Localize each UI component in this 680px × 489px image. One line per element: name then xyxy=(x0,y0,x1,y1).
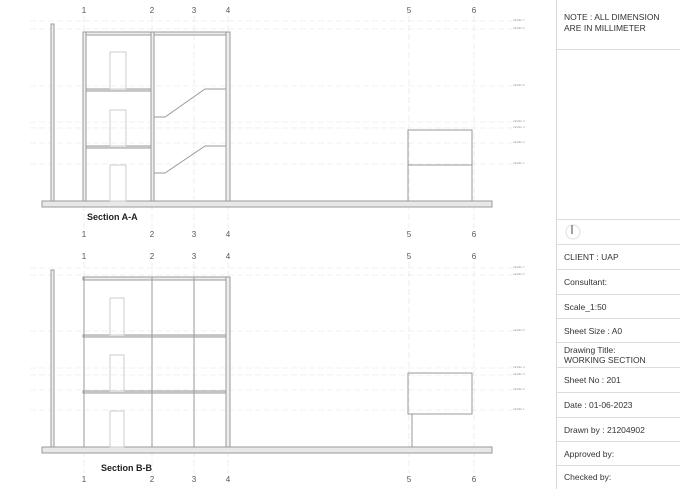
svg-text:4: 4 xyxy=(226,252,231,261)
svg-text:LEVEL 4: LEVEL 4 xyxy=(513,119,525,123)
drawing-title-value: WORKING SECTION xyxy=(564,355,646,365)
svg-text:LEVEL 1: LEVEL 1 xyxy=(513,407,525,411)
grid-labels-b-bottom: 1 2 3 4 5 6 xyxy=(82,475,477,484)
svg-text:1: 1 xyxy=(82,252,87,261)
svg-text:LEVEL 5: LEVEL 5 xyxy=(513,328,525,332)
svg-text:4: 4 xyxy=(226,230,231,239)
svg-text:5: 5 xyxy=(407,230,412,239)
svg-text:6: 6 xyxy=(472,6,477,15)
section-b-title: Section B-B xyxy=(101,463,153,473)
level-markers: LEVEL 7 LEVEL 6 LEVEL 5 LEVEL 4 LEVEL 3 LEVEL… xyxy=(513,18,525,411)
grid-labels-b-top: 1 2 3 4 5 6 xyxy=(82,252,477,261)
svg-text:3: 3 xyxy=(192,230,197,239)
grid-lines xyxy=(30,16,512,473)
svg-text:2: 2 xyxy=(150,252,155,261)
svg-text:2: 2 xyxy=(150,475,155,484)
svg-text:5: 5 xyxy=(407,252,412,261)
svg-text:LEVEL 7: LEVEL 7 xyxy=(513,265,525,269)
svg-text:3: 3 xyxy=(192,252,197,261)
svg-text:LEVEL 2: LEVEL 2 xyxy=(513,387,525,391)
svg-text:LEVEL 4: LEVEL 4 xyxy=(513,365,525,369)
consultant: Consultant: xyxy=(557,270,680,295)
note: NOTE : ALL DIMENSION ARE IN MILLIMETER xyxy=(557,0,680,50)
north-cell xyxy=(557,220,680,245)
svg-text:3: 3 xyxy=(192,6,197,15)
svg-text:LEVEL 5: LEVEL 5 xyxy=(513,83,525,87)
svg-text:2: 2 xyxy=(150,230,155,239)
svg-text:4: 4 xyxy=(226,475,231,484)
client: CLIENT : UAP xyxy=(557,245,680,270)
grid-labels-a-bottom: 1 2 3 4 5 6 xyxy=(82,230,477,239)
scale: Scale_1:50 xyxy=(557,295,680,319)
date: Date : 01-06-2023 xyxy=(557,393,680,418)
svg-text:1: 1 xyxy=(82,230,87,239)
svg-text:6: 6 xyxy=(472,475,477,484)
svg-text:LEVEL 3: LEVEL 3 xyxy=(513,125,525,129)
section-a-structure xyxy=(41,23,493,208)
svg-text:LEVEL 6: LEVEL 6 xyxy=(513,26,525,30)
svg-text:LEVEL 6: LEVEL 6 xyxy=(513,272,525,276)
svg-text:1: 1 xyxy=(82,6,87,15)
section-a-title: Section A-A xyxy=(87,212,138,222)
svg-text:LEVEL 7: LEVEL 7 xyxy=(513,18,525,22)
title-block: NOTE : ALL DIMENSION ARE IN MILLIMETER C… xyxy=(556,0,680,489)
svg-text:5: 5 xyxy=(407,475,412,484)
svg-text:6: 6 xyxy=(472,252,477,261)
approved-by: Approved by: xyxy=(557,442,680,466)
drawing-title: Drawing Title: WORKING SECTION xyxy=(557,343,680,368)
blank-cell xyxy=(557,50,680,220)
svg-text:5: 5 xyxy=(407,6,412,15)
svg-text:2: 2 xyxy=(150,6,155,15)
drawn-by: Drawn by : 21204902 xyxy=(557,418,680,442)
svg-text:4: 4 xyxy=(226,6,231,15)
sheet-size: Sheet Size : A0 xyxy=(557,319,680,343)
svg-text:LEVEL 3: LEVEL 3 xyxy=(513,372,525,376)
svg-text:LEVEL 2: LEVEL 2 xyxy=(513,140,525,144)
svg-text:LEVEL 1: LEVEL 1 xyxy=(513,161,525,165)
checked-by: Checked by: xyxy=(564,472,612,482)
svg-text:6: 6 xyxy=(472,230,477,239)
sheet-no: Sheet No : 201 xyxy=(557,368,680,393)
grid-labels-a-top: 1 2 3 4 5 6 xyxy=(82,6,477,15)
drawing-title-label: Drawing Title: xyxy=(564,345,616,355)
svg-text:1: 1 xyxy=(82,475,87,484)
svg-text:3: 3 xyxy=(192,475,197,484)
north-arrow-icon xyxy=(565,224,581,240)
section-b-structure xyxy=(41,269,493,454)
